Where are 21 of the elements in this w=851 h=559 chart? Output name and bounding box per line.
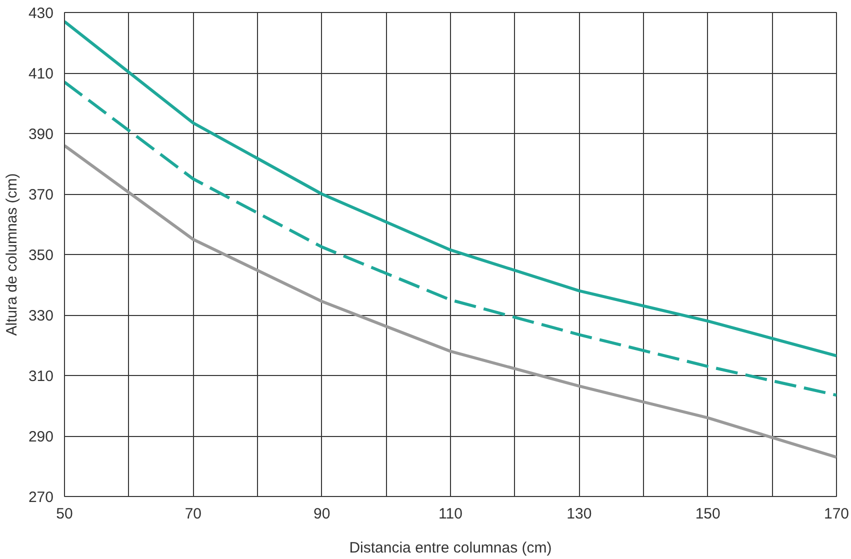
y-axis-title: Altura de columnas (cm) <box>3 173 20 336</box>
x-tick-label: 150 <box>695 506 720 522</box>
line-series <box>64 80 836 397</box>
y-tick-label: 370 <box>28 186 54 204</box>
y-tick-label: 310 <box>28 368 54 385</box>
x-tick-label: 130 <box>566 506 592 522</box>
y-tick-label: 410 <box>28 66 54 82</box>
y-tick-label: 270 <box>28 489 54 506</box>
x-tick-label: 50 <box>56 506 73 522</box>
y-tick-label: 390 <box>28 126 54 143</box>
y-tick-label: 350 <box>28 247 54 264</box>
x-axis-title: Distancia entre columnas (cm) <box>349 540 552 556</box>
y-tick-label: 330 <box>28 308 54 324</box>
y-tick-label: 430 <box>28 5 54 22</box>
x-tick-label: 110 <box>438 506 462 522</box>
line-series <box>64 144 836 459</box>
x-tick-label: 90 <box>313 506 330 522</box>
x-tick-label: 70 <box>184 506 202 522</box>
y-tick-label: 290 <box>28 428 54 446</box>
x-tick-label: 170 <box>824 506 850 522</box>
line-series <box>64 20 836 358</box>
